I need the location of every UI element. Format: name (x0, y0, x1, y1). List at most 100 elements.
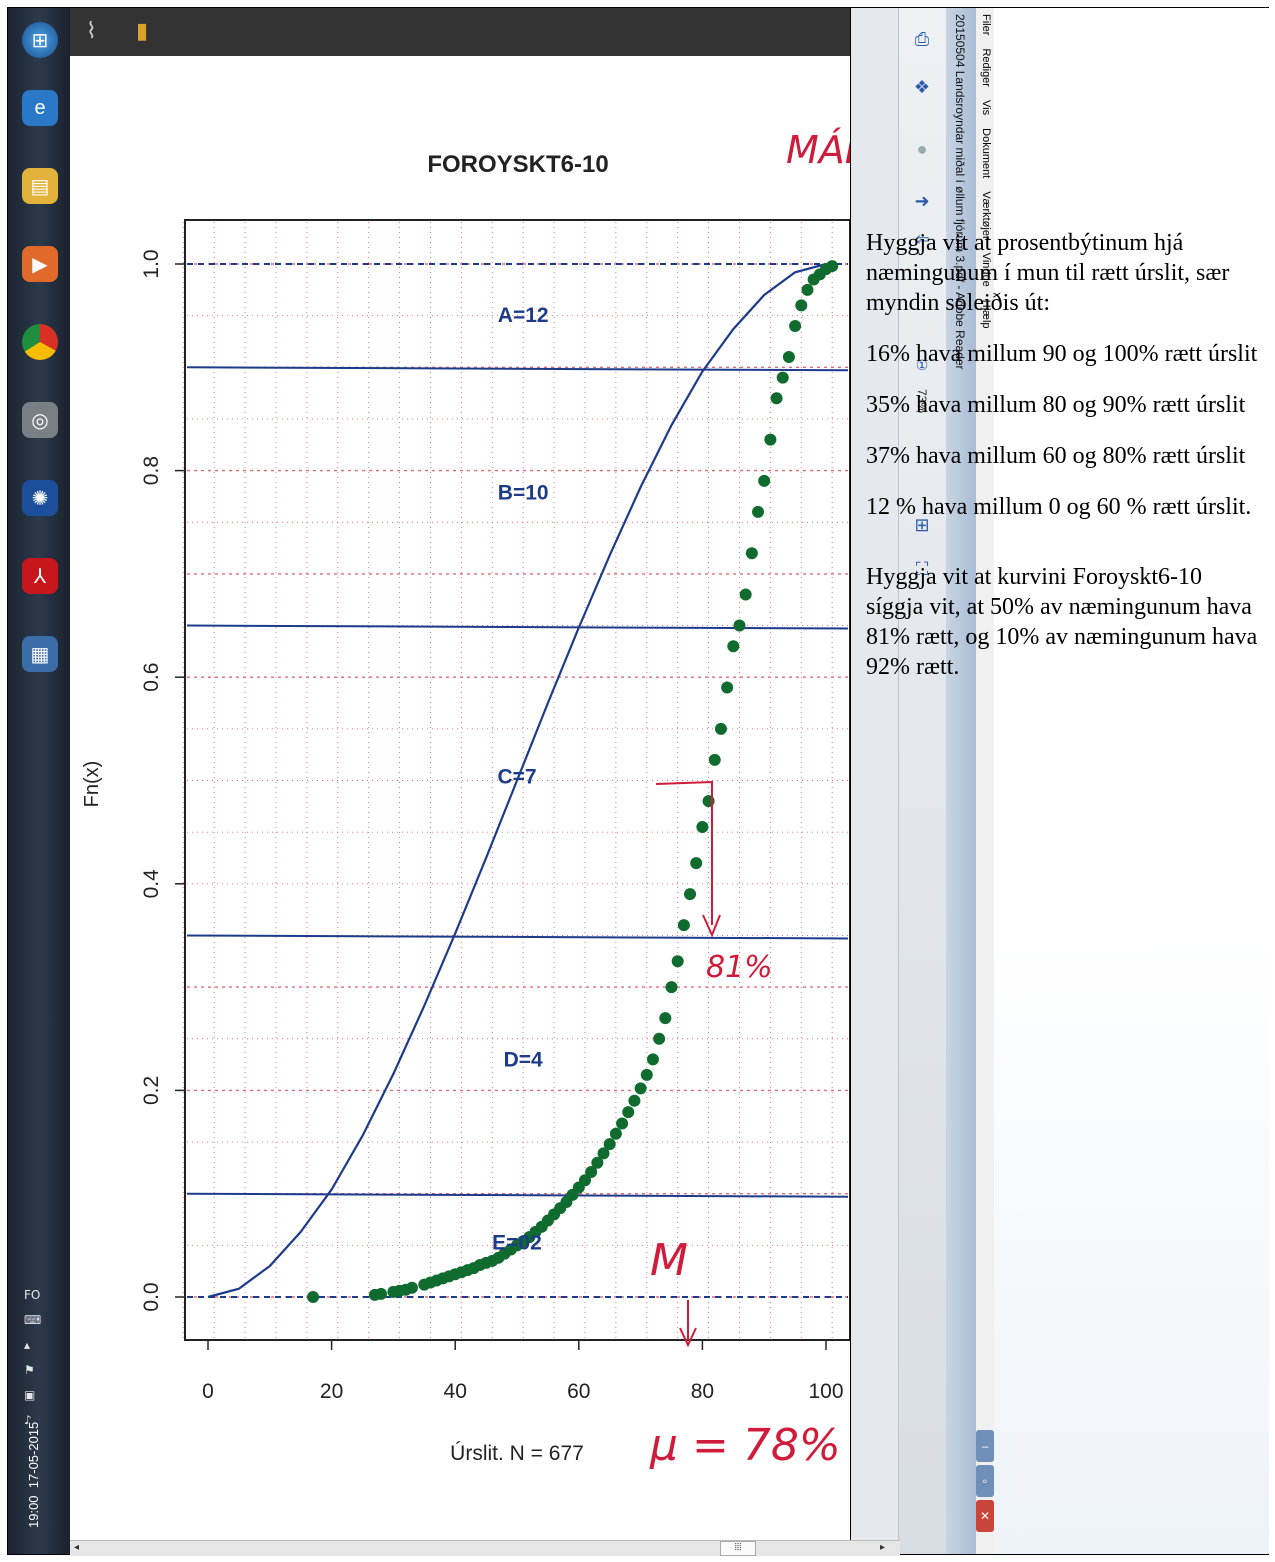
x-tick-label: 60 (567, 1380, 590, 1403)
data-point (733, 619, 746, 632)
data-point (690, 857, 703, 870)
fit-page-icon[interactable]: ⊞ (914, 515, 930, 535)
data-point (770, 392, 783, 405)
globe-app-icon[interactable]: ✺ (22, 480, 58, 516)
print-icon[interactable]: ⎙ (914, 29, 930, 49)
viewer-toolbar: ⌇ ▮ ▭ (70, 8, 867, 56)
x-tick-label: 0 (202, 1380, 214, 1403)
data-point (659, 1012, 672, 1025)
x-tick-label: 100 (808, 1380, 843, 1403)
paragraph-band-90-100: 16% hava millum 90 og 100% rætt úrslit (866, 341, 1258, 367)
chart-title: FOROYSKT6-10 (427, 151, 608, 178)
share-icon[interactable]: ❖ (913, 77, 931, 97)
reference-curve-line (207, 262, 827, 1299)
y-tick-labels: 0.0 0.2 0.4 0.6 0.8 1.0 (140, 249, 185, 1312)
media-player-icon[interactable]: ▶ (22, 246, 58, 282)
reader-title-bar: 20150504 Landsroyndar miðal í øllum fjór… (946, 8, 976, 1554)
data-point (578, 1174, 591, 1187)
data-point (634, 1082, 647, 1095)
minimize-button[interactable]: – (976, 1430, 994, 1462)
adobe-reader-icon[interactable]: ⅄ (22, 558, 58, 594)
y-axis-label: Fn(x) (81, 761, 103, 808)
band-label: C=7 (497, 766, 536, 789)
chrome-icon[interactable] (22, 324, 58, 360)
page-number-icon[interactable]: ① (915, 357, 929, 373)
data-point (677, 919, 690, 932)
data-point (616, 1117, 629, 1130)
x-tick-labels: 0 20 40 60 80 100 (202, 1340, 844, 1403)
paragraph-band-60-80: 37% hava millum 60 og 80% rætt úrslit (866, 443, 1246, 469)
data-point (375, 1287, 388, 1300)
data-point (603, 1138, 616, 1151)
x-tick-label: 80 (691, 1380, 714, 1403)
language-indicator[interactable]: FO (24, 1288, 41, 1302)
data-point (653, 1032, 666, 1045)
paragraph-intro: Hyggja vit at prosentbýtinum hjá næmingu… (866, 230, 1230, 316)
webcam-app-icon[interactable]: ◎ (22, 402, 58, 438)
mean-mark: M (650, 1235, 688, 1286)
flag-icon[interactable]: ⚑ (24, 1363, 35, 1377)
internet-explorer-icon[interactable]: e (22, 90, 58, 126)
security-lock-icon[interactable]: ▮ (136, 18, 149, 43)
data-point (826, 260, 839, 273)
restore-button[interactable]: ▫ (976, 1465, 994, 1497)
frame-divider (850, 8, 851, 1554)
paragraph-band-80-90: 35% hava millum 80 og 90% rætt úrslit (866, 392, 1246, 418)
data-point (609, 1127, 622, 1140)
close-button[interactable]: ✕ (976, 1500, 994, 1532)
data-point (665, 981, 678, 994)
grade-boundary-lines (186, 263, 849, 1298)
y-tick-label: 0.0 (140, 1282, 163, 1311)
data-point (801, 283, 814, 296)
arrow-up-icon[interactable]: ➜ (914, 191, 930, 211)
explanation-text: Hyggja vit at prosentbýtinum hjá næmingu… (866, 228, 1261, 703)
data-point (752, 505, 765, 518)
chart-canvas (70, 56, 850, 1540)
reference-curve (207, 262, 827, 1299)
keyboard-icon[interactable]: ⌨ (24, 1313, 42, 1327)
horizontal-scrollbar[interactable]: ◂ ⦙⦙⦙ ▸ (70, 1540, 900, 1556)
data-point (307, 1291, 320, 1303)
grade-boundary-line (186, 1192, 849, 1198)
data-point (758, 474, 771, 487)
median-bracket (655, 780, 721, 938)
calculator-app-icon[interactable]: ▦ (22, 636, 58, 672)
data-point (640, 1068, 653, 1081)
paperclip-icon[interactable]: ⌇ (86, 18, 97, 43)
data-point (597, 1147, 610, 1160)
band-label: E=02 (492, 1231, 542, 1254)
data-point (684, 888, 697, 901)
band-label: B=10 (498, 482, 549, 505)
data-point (714, 722, 727, 735)
network-icon[interactable]: ▣ (24, 1388, 36, 1402)
fit-width-icon[interactable]: ⛶ (915, 559, 929, 579)
start-button[interactable]: ⊞ (22, 22, 58, 58)
data-point (795, 299, 808, 312)
scroll-right-icon[interactable]: ▸ (880, 1542, 886, 1553)
data-point (708, 753, 721, 766)
y-tick-label: 0.4 (140, 869, 163, 899)
file-explorer-icon[interactable]: ▤ (22, 168, 58, 204)
paragraph-conclusion: Hyggja vit at kurvini Foroyskt6-10 síggj… (866, 564, 1258, 680)
tray-expand-icon[interactable]: ▴ (24, 1338, 31, 1352)
grade-band-labels: A=12 B=10 C=7 D=4 E=02 (492, 304, 548, 1255)
x-tick-label: 40 (444, 1380, 467, 1403)
data-point (696, 820, 709, 833)
arrow-down-icon[interactable]: ⇦ (914, 229, 930, 249)
document-page-right (994, 8, 1269, 1554)
data-point (776, 371, 789, 384)
print-disabled-icon: ● (916, 139, 928, 159)
volume-icon[interactable]: ♪ (24, 1413, 32, 1427)
reader-nav-panel (851, 8, 898, 1554)
reader-menu-bar: Filer Rediger Vis Dokument Værktøjer Vin… (976, 8, 994, 1554)
mean-annotation: μ = 78% (650, 1420, 841, 1471)
grade-boundary-line (186, 934, 849, 940)
data-point (622, 1106, 635, 1119)
x-tick-label: 20 (320, 1380, 343, 1403)
windows-taskbar: ⊞ e ▤ ▶ ◎ ✺ ⅄ ▦ FO ⌨ ▴ ⚑ ▣ ♪ 19:00 17-05… (8, 8, 70, 1554)
data-point (585, 1166, 598, 1179)
scroll-thumb[interactable]: ⦙⦙⦙ (720, 1541, 756, 1556)
scroll-left-icon[interactable]: ◂ (74, 1542, 80, 1553)
data-point (782, 350, 795, 363)
